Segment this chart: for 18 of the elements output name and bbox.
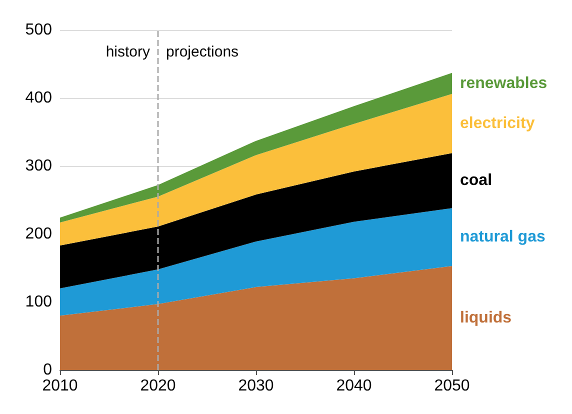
y-tick-label: 400 <box>25 90 52 106</box>
x-tick-label: 2020 <box>140 378 176 394</box>
y-tick-label: 0 <box>43 362 52 378</box>
series-label: coal <box>460 172 492 190</box>
series-label: renewables <box>460 74 548 92</box>
x-tick-label: 2030 <box>238 378 274 394</box>
series-label: natural gas <box>460 228 546 246</box>
y-tick-label: 500 <box>25 22 52 38</box>
series-label: electricity <box>460 115 535 132</box>
annotation: projections <box>166 44 239 60</box>
x-tick-label: 2050 <box>434 378 470 394</box>
y-tick-label: 200 <box>25 226 52 242</box>
x-tick-label: 2010 <box>42 378 78 394</box>
series-label: liquids <box>460 309 512 326</box>
x-tick-label: 2040 <box>336 378 372 394</box>
y-tick-label: 300 <box>25 158 52 174</box>
y-tick-label: 100 <box>25 294 52 310</box>
annotation: history <box>106 44 150 60</box>
